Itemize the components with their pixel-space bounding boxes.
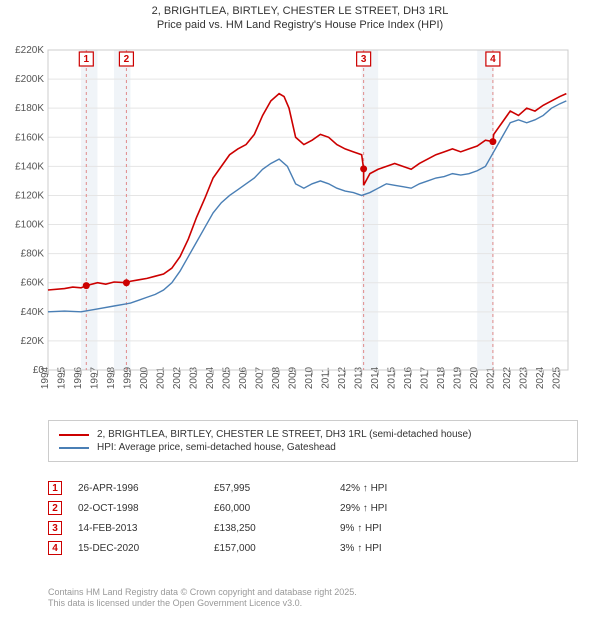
svg-text:£220K: £220K [15, 45, 44, 56]
svg-text:£40K: £40K [21, 307, 45, 318]
svg-text:£140K: £140K [15, 161, 44, 172]
event-date: 26-APR-1996 [78, 483, 198, 494]
event-hpi: 42% ↑ HPI [340, 483, 578, 494]
event-row: 1 26-APR-1996 £57,995 42% ↑ HPI [48, 481, 578, 495]
footnote: Contains HM Land Registry data © Crown c… [48, 587, 588, 610]
svg-text:£120K: £120K [15, 190, 44, 201]
svg-text:£80K: £80K [21, 249, 45, 260]
legend-item: HPI: Average price, semi-detached house,… [59, 442, 567, 453]
event-hpi: 29% ↑ HPI [340, 503, 578, 514]
event-price: £57,995 [214, 483, 324, 494]
event-row: 2 02-OCT-1998 £60,000 29% ↑ HPI [48, 501, 578, 515]
svg-text:4: 4 [490, 54, 496, 65]
line-chart: £0£20K£40K£60K£80K£100K£120K£140K£160K£1… [4, 40, 588, 410]
event-row: 3 14-FEB-2013 £138,250 9% ↑ HPI [48, 521, 578, 535]
svg-text:3: 3 [361, 54, 367, 65]
event-price: £138,250 [214, 523, 324, 534]
event-number-box: 4 [48, 541, 62, 555]
event-number-box: 3 [48, 521, 62, 535]
svg-text:2: 2 [124, 54, 130, 65]
event-date: 14-FEB-2013 [78, 523, 198, 534]
svg-text:£100K: £100K [15, 220, 44, 231]
legend-label: 2, BRIGHTLEA, BIRTLEY, CHESTER LE STREET… [97, 429, 471, 440]
legend-label: HPI: Average price, semi-detached house,… [97, 442, 336, 453]
title-line1: 2, BRIGHTLEA, BIRTLEY, CHESTER LE STREET… [0, 4, 600, 18]
svg-text:£200K: £200K [15, 74, 44, 85]
footnote-line1: Contains HM Land Registry data © Crown c… [48, 587, 588, 599]
event-date: 02-OCT-1998 [78, 503, 198, 514]
legend: 2, BRIGHTLEA, BIRTLEY, CHESTER LE STREET… [48, 420, 578, 462]
legend-item: 2, BRIGHTLEA, BIRTLEY, CHESTER LE STREET… [59, 429, 567, 440]
svg-text:£20K: £20K [21, 336, 45, 347]
event-price: £60,000 [214, 503, 324, 514]
event-row: 4 15-DEC-2020 £157,000 3% ↑ HPI [48, 541, 578, 555]
event-price: £157,000 [214, 543, 324, 554]
svg-text:£60K: £60K [21, 278, 45, 289]
svg-text:£160K: £160K [15, 132, 44, 143]
svg-text:£180K: £180K [15, 103, 44, 114]
title-line2: Price paid vs. HM Land Registry's House … [0, 18, 600, 32]
legend-swatch [59, 434, 89, 436]
chart-title: 2, BRIGHTLEA, BIRTLEY, CHESTER LE STREET… [0, 0, 600, 33]
event-date: 15-DEC-2020 [78, 543, 198, 554]
events-table: 1 26-APR-1996 £57,995 42% ↑ HPI 2 02-OCT-1998… [48, 475, 578, 561]
legend-swatch [59, 447, 89, 449]
event-hpi: 9% ↑ HPI [340, 523, 578, 534]
chart-container: £0£20K£40K£60K£80K£100K£120K£140K£160K£1… [4, 40, 588, 410]
event-number-box: 1 [48, 481, 62, 495]
event-number-box: 2 [48, 501, 62, 515]
footnote-line2: This data is licensed under the Open Gov… [48, 598, 588, 610]
event-hpi: 3% ↑ HPI [340, 543, 578, 554]
svg-text:1: 1 [84, 54, 90, 65]
